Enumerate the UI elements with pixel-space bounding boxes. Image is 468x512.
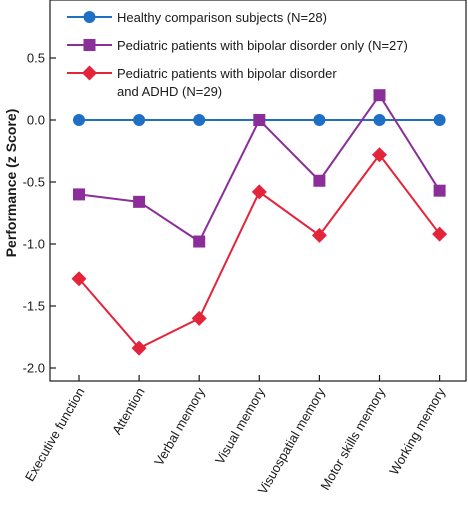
y-tick-label: 0.5 [27, 51, 45, 66]
axes [49, 0, 467, 382]
x-tick-label: Visual memory [212, 385, 268, 467]
data-point-diamond [131, 340, 147, 356]
legend-label: Pediatric patients with bipolar disorder… [117, 66, 337, 99]
data-point-square [433, 184, 446, 197]
y-tick-label: -0.5 [23, 175, 45, 190]
data-point-square [133, 195, 146, 208]
data-point-circle [193, 114, 206, 126]
data-point-diamond [251, 184, 267, 200]
data-point-diamond [432, 226, 448, 242]
data-point-circle [433, 114, 446, 126]
y-tick-label: -1.0 [23, 237, 45, 252]
legend: Healthy comparison subjects (N=28) Pediat… [67, 10, 408, 99]
data-point-diamond [71, 271, 87, 287]
series-markers [71, 89, 448, 356]
legend-label-line: and ADHD (N=29) [117, 84, 222, 99]
data-point-square [373, 89, 386, 102]
x-tick-label: Executive function [22, 385, 88, 484]
data-point-square [193, 235, 206, 248]
data-point-circle [133, 114, 146, 126]
x-tick-label: Visuospatial memory [255, 385, 328, 497]
legend-marker-square [83, 39, 96, 51]
data-point-diamond [191, 310, 207, 326]
series-lines [78, 93, 441, 350]
x-tick-label: Attention [109, 385, 148, 437]
data-point-circle [313, 114, 326, 126]
legend-label: Healthy comparison subjects (N=28) [117, 10, 327, 25]
data-point-circle [373, 114, 386, 126]
x-tick-label: Verbal memory [151, 385, 208, 469]
data-point-diamond [372, 147, 387, 163]
y-tick-label: 0.0 [27, 113, 45, 128]
data-point-square [313, 174, 326, 187]
legend-label-line: Pediatric patients with bipolar disorder [117, 66, 337, 81]
legend-marker-circle [83, 11, 96, 23]
legend-label: Pediatric patients with bipolar disorder… [117, 38, 408, 53]
legend-label-line: Healthy comparison subjects (N=28) [117, 10, 327, 25]
data-point-circle [73, 114, 85, 126]
y-ticks: 0.5 0.0 -0.5 -1.0 -1.5 -2.0 [23, 51, 56, 376]
data-point-square [253, 114, 266, 126]
legend-label-line: Pediatric patients with bipolar disorder… [117, 38, 408, 53]
y-tick-label: -2.0 [23, 361, 45, 376]
data-point-square [73, 188, 85, 201]
x-tick-label: Working memory [386, 385, 448, 478]
data-point-diamond [311, 227, 327, 243]
legend-marker-diamond [82, 65, 97, 81]
y-tick-label: -1.5 [23, 299, 45, 314]
plot-frame [49, 0, 467, 382]
y-axis-title: Performance (z Score) [3, 109, 19, 258]
x-ticks: Executive function Attention Verbal memory… [22, 375, 448, 497]
series-line-3 [78, 153, 441, 350]
x-tick-label: Motor skills memory [317, 385, 388, 493]
